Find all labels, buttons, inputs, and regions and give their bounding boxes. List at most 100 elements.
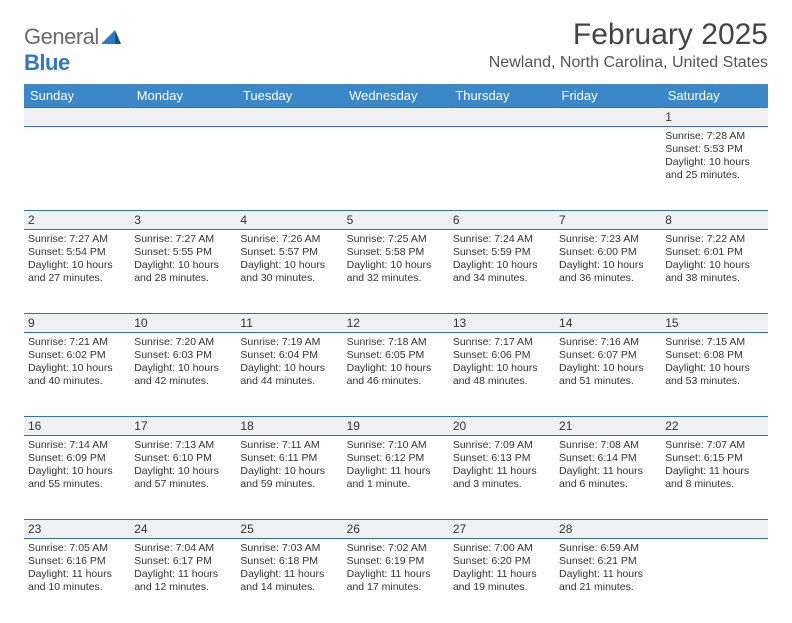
weekday-header: Friday: [555, 84, 661, 108]
day-cell: Sunrise: 7:27 AMSunset: 5:54 PMDaylight:…: [24, 230, 130, 314]
day-cell: Sunrise: 7:14 AMSunset: 6:09 PMDaylight:…: [24, 436, 130, 520]
day-cell: Sunrise: 7:15 AMSunset: 6:08 PMDaylight:…: [661, 333, 767, 417]
day-cell: Sunrise: 7:08 AMSunset: 6:14 PMDaylight:…: [555, 436, 661, 520]
day-cell: Sunrise: 6:59 AMSunset: 6:21 PMDaylight:…: [555, 539, 661, 623]
day-number-cell: 13: [449, 314, 555, 333]
day-number: 21: [559, 419, 657, 433]
day-cell: [661, 539, 767, 623]
day-number: 23: [28, 522, 126, 536]
day-number-cell: [343, 108, 449, 127]
day-number-cell: [555, 108, 661, 127]
day-number-cell: 9: [24, 314, 130, 333]
day-cell: Sunrise: 7:23 AMSunset: 6:00 PMDaylight:…: [555, 230, 661, 314]
day-content: Sunrise: 7:07 AMSunset: 6:15 PMDaylight:…: [665, 439, 763, 492]
weekday-header: Saturday: [661, 84, 767, 108]
day-content: Sunrise: 7:25 AMSunset: 5:58 PMDaylight:…: [347, 233, 445, 286]
day-content: Sunrise: 7:21 AMSunset: 6:02 PMDaylight:…: [28, 336, 126, 389]
day-number-cell: 20: [449, 417, 555, 436]
day-cell: Sunrise: 7:09 AMSunset: 6:13 PMDaylight:…: [449, 436, 555, 520]
day-content: Sunrise: 7:04 AMSunset: 6:17 PMDaylight:…: [134, 542, 232, 595]
day-content: Sunrise: 7:18 AMSunset: 6:05 PMDaylight:…: [347, 336, 445, 389]
weekday-header: Tuesday: [236, 84, 342, 108]
day-number-cell: 5: [343, 211, 449, 230]
day-content: Sunrise: 7:09 AMSunset: 6:13 PMDaylight:…: [453, 439, 551, 492]
day-number: 25: [240, 522, 338, 536]
day-cell: [24, 127, 130, 211]
day-number-cell: 24: [130, 520, 236, 539]
day-cell: [130, 127, 236, 211]
day-cell: Sunrise: 7:05 AMSunset: 6:16 PMDaylight:…: [24, 539, 130, 623]
day-cell: [343, 127, 449, 211]
day-number-cell: 15: [661, 314, 767, 333]
day-number: 9: [28, 316, 126, 330]
day-cell: Sunrise: 7:20 AMSunset: 6:03 PMDaylight:…: [130, 333, 236, 417]
logo: General Blue: [24, 18, 121, 76]
day-content: Sunrise: 7:05 AMSunset: 6:16 PMDaylight:…: [28, 542, 126, 595]
day-content: Sunrise: 7:23 AMSunset: 6:00 PMDaylight:…: [559, 233, 657, 286]
day-number: 17: [134, 419, 232, 433]
day-number: 24: [134, 522, 232, 536]
day-number-cell: 27: [449, 520, 555, 539]
day-number-cell: 23: [24, 520, 130, 539]
day-number: 22: [665, 419, 763, 433]
day-content: Sunrise: 7:27 AMSunset: 5:55 PMDaylight:…: [134, 233, 232, 286]
day-cell: Sunrise: 7:03 AMSunset: 6:18 PMDaylight:…: [236, 539, 342, 623]
day-cell: [236, 127, 342, 211]
day-number: 16: [28, 419, 126, 433]
day-number-cell: 2: [24, 211, 130, 230]
calendar-document: General Blue February 2025 Newland, Nort…: [0, 0, 792, 623]
logo-word-2: Blue: [24, 50, 70, 75]
location: Newland, North Carolina, United States: [489, 54, 768, 72]
day-cell: Sunrise: 7:28 AMSunset: 5:53 PMDaylight:…: [661, 127, 767, 211]
day-number-cell: 4: [236, 211, 342, 230]
day-number-cell: 1: [661, 108, 767, 127]
day-number: 18: [240, 419, 338, 433]
day-content: Sunrise: 7:26 AMSunset: 5:57 PMDaylight:…: [240, 233, 338, 286]
day-content: Sunrise: 7:17 AMSunset: 6:06 PMDaylight:…: [453, 336, 551, 389]
day-number-cell: 19: [343, 417, 449, 436]
day-number: 1: [665, 110, 763, 124]
day-number: 5: [347, 213, 445, 227]
day-number-cell: [24, 108, 130, 127]
day-content: Sunrise: 7:02 AMSunset: 6:19 PMDaylight:…: [347, 542, 445, 595]
day-number-cell: 7: [555, 211, 661, 230]
day-number: 12: [347, 316, 445, 330]
day-cell: [555, 127, 661, 211]
day-content: Sunrise: 7:08 AMSunset: 6:14 PMDaylight:…: [559, 439, 657, 492]
weekday-header: Sunday: [24, 84, 130, 108]
month-title: February 2025: [489, 18, 768, 52]
day-number-cell: 8: [661, 211, 767, 230]
day-number-cell: 28: [555, 520, 661, 539]
day-content: Sunrise: 7:03 AMSunset: 6:18 PMDaylight:…: [240, 542, 338, 595]
day-content: Sunrise: 7:19 AMSunset: 6:04 PMDaylight:…: [240, 336, 338, 389]
day-number-cell: 26: [343, 520, 449, 539]
day-number: 11: [240, 316, 338, 330]
day-content: Sunrise: 7:27 AMSunset: 5:54 PMDaylight:…: [28, 233, 126, 286]
day-content: Sunrise: 7:22 AMSunset: 6:01 PMDaylight:…: [665, 233, 763, 286]
day-cell: Sunrise: 7:07 AMSunset: 6:15 PMDaylight:…: [661, 436, 767, 520]
day-number-cell: 6: [449, 211, 555, 230]
day-number: 14: [559, 316, 657, 330]
day-number: 6: [453, 213, 551, 227]
day-cell: Sunrise: 7:17 AMSunset: 6:06 PMDaylight:…: [449, 333, 555, 417]
day-number-cell: [661, 520, 767, 539]
day-number-cell: 10: [130, 314, 236, 333]
day-cell: Sunrise: 7:24 AMSunset: 5:59 PMDaylight:…: [449, 230, 555, 314]
day-number: 13: [453, 316, 551, 330]
day-number-cell: 25: [236, 520, 342, 539]
day-number-cell: [449, 108, 555, 127]
calendar-header-row: SundayMondayTuesdayWednesdayThursdayFrid…: [24, 84, 768, 108]
day-cell: Sunrise: 7:04 AMSunset: 6:17 PMDaylight:…: [130, 539, 236, 623]
day-number-cell: 11: [236, 314, 342, 333]
day-number-cell: 18: [236, 417, 342, 436]
day-cell: Sunrise: 7:13 AMSunset: 6:10 PMDaylight:…: [130, 436, 236, 520]
day-number-cell: 22: [661, 417, 767, 436]
day-number: 28: [559, 522, 657, 536]
day-number: 3: [134, 213, 232, 227]
day-number: 15: [665, 316, 763, 330]
day-number-cell: 3: [130, 211, 236, 230]
day-cell: Sunrise: 7:02 AMSunset: 6:19 PMDaylight:…: [343, 539, 449, 623]
day-content: Sunrise: 7:13 AMSunset: 6:10 PMDaylight:…: [134, 439, 232, 492]
day-number: 27: [453, 522, 551, 536]
day-number: 4: [240, 213, 338, 227]
